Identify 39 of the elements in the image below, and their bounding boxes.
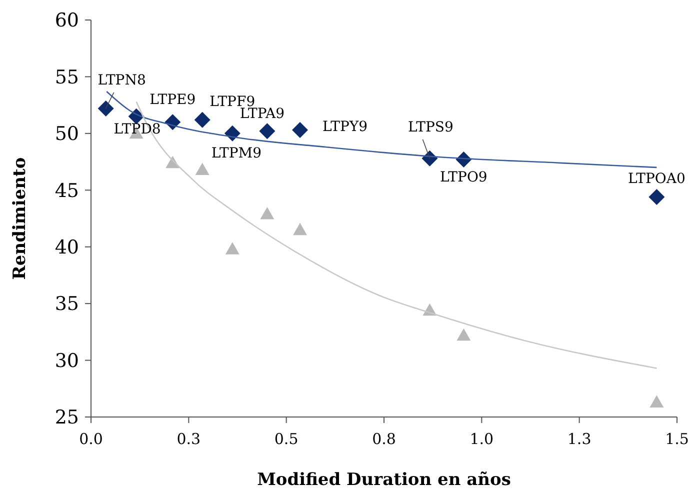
annotation: LTPD8 (114, 121, 161, 138)
point (225, 242, 240, 254)
x-tick-label: 1.0 (470, 430, 494, 448)
y-tick-label: 45 (54, 180, 79, 202)
y-tick-label: 50 (54, 123, 79, 146)
annotation: LTPY9 (322, 119, 368, 136)
x-tick-label: 0.3 (176, 430, 201, 448)
annotation: LTPN8 (98, 72, 146, 88)
y-tick-label: 25 (54, 406, 79, 429)
point (456, 328, 471, 341)
point (194, 112, 210, 128)
annotation: LTPE9 (150, 92, 196, 108)
x-tick-label: 1.5 (665, 430, 689, 448)
point (292, 122, 308, 138)
point (259, 123, 276, 140)
x-tick-label: 1.3 (567, 430, 592, 448)
point (224, 125, 240, 142)
x-tick-label: 0.5 (274, 430, 298, 448)
y-tick-label: 35 (54, 293, 79, 316)
point (260, 206, 274, 220)
y-tick-label: 55 (54, 66, 79, 88)
line-series (106, 90, 658, 168)
point (648, 188, 665, 205)
y-tick-label: 60 (54, 10, 79, 32)
point (650, 395, 664, 408)
x-axis-title: Modified Duration en años (257, 470, 511, 490)
y-tick-label: 30 (54, 350, 79, 372)
annotation: LTPS9 (408, 119, 454, 136)
x-tick-label: 0.0 (79, 430, 103, 448)
annotation: LTPO9 (440, 170, 488, 186)
x-tick-label: 0.8 (372, 430, 396, 448)
y-axis-title: Rendimiento (10, 157, 30, 280)
point (98, 100, 114, 116)
point (293, 222, 308, 236)
annotation: LTPM9 (211, 145, 262, 162)
annotation: LTPA9 (240, 106, 285, 122)
y-tick-label: 40 (54, 236, 79, 259)
point (195, 162, 210, 175)
annotation: LTPOA0 (628, 170, 686, 187)
